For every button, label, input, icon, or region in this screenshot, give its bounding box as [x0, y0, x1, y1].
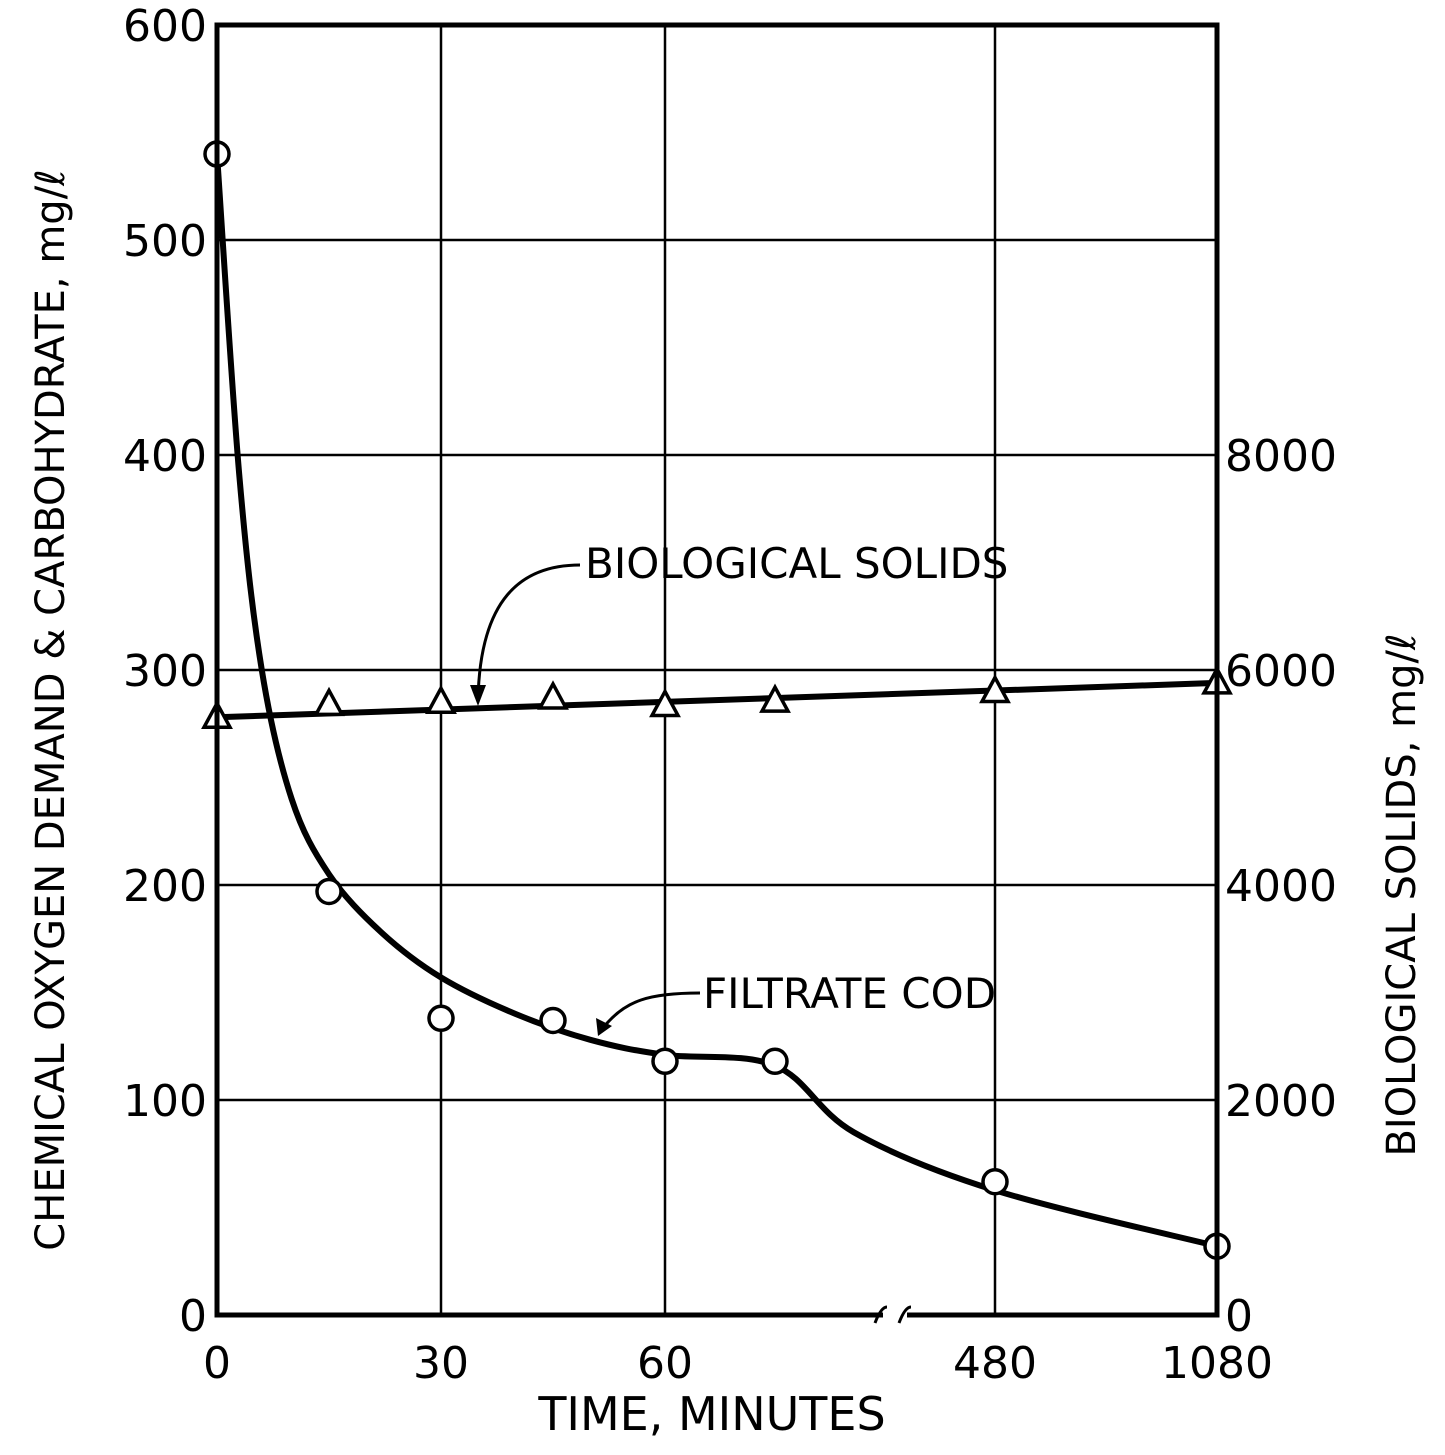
x-tick-label: 1080 — [1161, 1338, 1273, 1389]
x-axis-label: TIME, MINUTES — [537, 1387, 885, 1441]
filtrate-cod-point — [427, 1004, 455, 1033]
x-tick-label: 30 — [413, 1338, 469, 1389]
y-tick-label: 200 — [123, 861, 207, 912]
filtrate-cod-line — [214, 153, 1218, 1250]
y-tick-label: 400 — [123, 431, 207, 482]
y2-tick-label: 2000 — [1225, 1076, 1337, 1127]
grid — [217, 25, 1217, 1315]
biological-solids-line — [216, 679, 1218, 721]
x-axis-break-mark — [873, 1305, 912, 1324]
curves — [214, 153, 1218, 1250]
biological-solids-point — [313, 686, 345, 717]
y2-tick-label: 6000 — [1225, 646, 1337, 697]
biological-solids-point — [649, 687, 681, 718]
filtrate-cod-point — [761, 1047, 789, 1076]
x-tick-label: 60 — [637, 1338, 693, 1389]
filtrate-cod-callout-arrowhead — [596, 1018, 612, 1036]
biological-solids-series-label: BIOLOGICAL SOLIDS — [585, 539, 1008, 588]
markers — [201, 140, 1233, 1260]
biological-solids-point — [537, 680, 569, 710]
y-tick-label: 0 — [179, 1291, 207, 1342]
biological-solids-point — [759, 683, 791, 713]
filtrate-cod-callout-arrow — [601, 991, 701, 1029]
y2-axis-label: BIOLOGICAL SOLIDS, mg/ℓ — [1379, 633, 1425, 1156]
y2-tick-label: 0 — [1225, 1291, 1253, 1342]
biological-solids-point — [979, 673, 1011, 704]
y-tick-label: 100 — [123, 1076, 207, 1127]
filtrate-cod-point — [981, 1167, 1009, 1196]
x-tick-label: 480 — [953, 1338, 1037, 1389]
y-axis-label: CHEMICAL OXYGEN DEMAND & CARBOHYDRATE, m… — [28, 169, 74, 1250]
y2-tick-label: 8000 — [1225, 431, 1337, 482]
filtrate-cod-point — [651, 1047, 679, 1076]
y-tick-label: 600 — [123, 1, 207, 52]
x-tick-label: 0 — [203, 1338, 231, 1389]
y-tick-label: 300 — [123, 646, 207, 697]
biological-solids-callout-arrowhead — [470, 685, 486, 706]
plot-frame — [214, 22, 1220, 1327]
filtrate-cod-point — [539, 1006, 567, 1035]
plot-border — [214, 22, 1220, 1318]
tick-labels: 0 30 60 480 10800100200300400500600020004000… — [123, 1, 1337, 1389]
biological-solids-point — [425, 684, 457, 714]
biological-solids-callout-arrow — [476, 563, 581, 701]
filtrate-cod-series-label: FILTRATE COD — [703, 969, 996, 1018]
y2-tick-label: 4000 — [1225, 861, 1337, 912]
filtrate-cod-point — [315, 877, 343, 906]
y-tick-label: 500 — [123, 216, 207, 267]
